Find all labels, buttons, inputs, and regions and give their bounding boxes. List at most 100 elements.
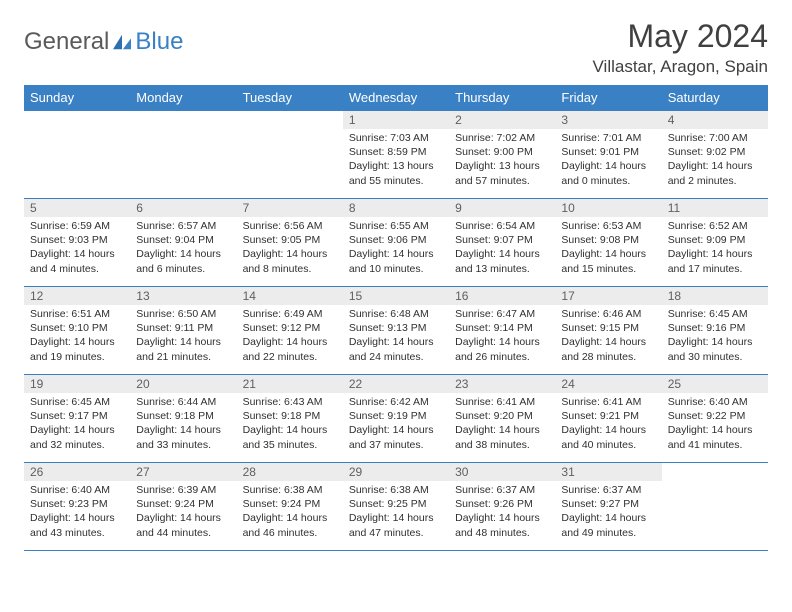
day-detail-line: Sunrise: 6:50 AM [136,307,230,321]
day-details: Sunrise: 6:39 AMSunset: 9:24 PMDaylight:… [130,481,236,544]
day-detail-line: and 6 minutes. [136,262,230,276]
day-detail-line: Sunset: 9:07 PM [455,233,549,247]
day-detail-line: Daylight: 14 hours [455,247,549,261]
day-detail-line: and 47 minutes. [349,526,443,540]
weekday-header: Monday [130,85,236,111]
calendar-day-cell: 19Sunrise: 6:45 AMSunset: 9:17 PMDayligh… [24,375,130,463]
day-detail-line: Daylight: 14 hours [561,423,655,437]
day-number: 17 [555,287,661,305]
day-detail-line: Daylight: 14 hours [136,511,230,525]
calendar-week-row: 26Sunrise: 6:40 AMSunset: 9:23 PMDayligh… [24,463,768,551]
day-detail-line: and 21 minutes. [136,350,230,364]
day-detail-line: Sunset: 9:19 PM [349,409,443,423]
day-detail-line: Sunrise: 6:46 AM [561,307,655,321]
calendar-day-cell: 20Sunrise: 6:44 AMSunset: 9:18 PMDayligh… [130,375,236,463]
day-detail-line: and 0 minutes. [561,174,655,188]
day-detail-line: Sunset: 9:08 PM [561,233,655,247]
logo-sail-icon [111,33,133,51]
day-detail-line: Daylight: 14 hours [30,423,124,437]
calendar-day-cell: 31Sunrise: 6:37 AMSunset: 9:27 PMDayligh… [555,463,661,551]
day-detail-line: and 2 minutes. [668,174,762,188]
weekday-header: Tuesday [237,85,343,111]
day-detail-line: Sunrise: 6:39 AM [136,483,230,497]
weekday-header: Sunday [24,85,130,111]
logo: General Blue [24,18,183,56]
calendar-table: Sunday Monday Tuesday Wednesday Thursday… [24,85,768,551]
day-details: Sunrise: 6:38 AMSunset: 9:25 PMDaylight:… [343,481,449,544]
calendar-day-cell: 24Sunrise: 6:41 AMSunset: 9:21 PMDayligh… [555,375,661,463]
day-detail-line: Sunrise: 6:42 AM [349,395,443,409]
day-number: 12 [24,287,130,305]
calendar-day-cell: 22Sunrise: 6:42 AMSunset: 9:19 PMDayligh… [343,375,449,463]
day-detail-line: and 28 minutes. [561,350,655,364]
day-detail-line: and 8 minutes. [243,262,337,276]
day-detail-line: Sunrise: 6:37 AM [455,483,549,497]
header: General Blue May 2024 Villastar, Aragon,… [24,18,768,77]
day-detail-line: Sunset: 9:24 PM [243,497,337,511]
day-number: 10 [555,199,661,217]
day-detail-line: and 32 minutes. [30,438,124,452]
day-number: 2 [449,111,555,129]
day-detail-line: Daylight: 14 hours [243,247,337,261]
day-number: 1 [343,111,449,129]
calendar-day-cell: 25Sunrise: 6:40 AMSunset: 9:22 PMDayligh… [662,375,768,463]
day-detail-line: Sunset: 9:18 PM [243,409,337,423]
day-details: Sunrise: 6:42 AMSunset: 9:19 PMDaylight:… [343,393,449,456]
day-detail-line: Sunset: 9:22 PM [668,409,762,423]
calendar-day-cell: 18Sunrise: 6:45 AMSunset: 9:16 PMDayligh… [662,287,768,375]
day-detail-line: and 44 minutes. [136,526,230,540]
day-detail-line: Daylight: 14 hours [561,159,655,173]
day-detail-line: Sunrise: 6:52 AM [668,219,762,233]
day-detail-line: Sunset: 9:00 PM [455,145,549,159]
calendar-week-row: 19Sunrise: 6:45 AMSunset: 9:17 PMDayligh… [24,375,768,463]
day-detail-line: and 17 minutes. [668,262,762,276]
day-number: 18 [662,287,768,305]
calendar-day-cell: 15Sunrise: 6:48 AMSunset: 9:13 PMDayligh… [343,287,449,375]
logo-text-blue: Blue [135,28,183,56]
day-detail-line: Sunrise: 6:44 AM [136,395,230,409]
day-detail-line: Daylight: 13 hours [455,159,549,173]
day-detail-line: Daylight: 14 hours [561,335,655,349]
day-detail-line: Sunset: 9:03 PM [30,233,124,247]
day-detail-line: Daylight: 14 hours [243,511,337,525]
day-details: Sunrise: 6:45 AMSunset: 9:17 PMDaylight:… [24,393,130,456]
day-detail-line: and 4 minutes. [30,262,124,276]
day-detail-line: Daylight: 14 hours [243,335,337,349]
day-detail-line: and 26 minutes. [455,350,549,364]
calendar-day-cell: 27Sunrise: 6:39 AMSunset: 9:24 PMDayligh… [130,463,236,551]
day-detail-line: Sunset: 9:20 PM [455,409,549,423]
day-detail-line: Daylight: 14 hours [30,247,124,261]
day-number: 30 [449,463,555,481]
calendar-day-cell: 8Sunrise: 6:55 AMSunset: 9:06 PMDaylight… [343,199,449,287]
day-detail-line: Sunset: 9:24 PM [136,497,230,511]
day-detail-line: Sunrise: 6:41 AM [455,395,549,409]
day-number: 20 [130,375,236,393]
day-detail-line: and 10 minutes. [349,262,443,276]
day-number: 31 [555,463,661,481]
day-detail-line: Sunset: 9:26 PM [455,497,549,511]
day-detail-line: and 24 minutes. [349,350,443,364]
calendar-day-cell: 3Sunrise: 7:01 AMSunset: 9:01 PMDaylight… [555,111,661,199]
day-detail-line: Daylight: 14 hours [136,423,230,437]
day-number: 13 [130,287,236,305]
day-detail-line: Sunset: 9:11 PM [136,321,230,335]
day-detail-line: Sunrise: 6:45 AM [30,395,124,409]
weekday-header: Thursday [449,85,555,111]
day-detail-line: Daylight: 14 hours [349,511,443,525]
day-detail-line: Sunrise: 6:38 AM [349,483,443,497]
day-detail-line: and 55 minutes. [349,174,443,188]
month-title: May 2024 [593,18,768,55]
day-number: 22 [343,375,449,393]
day-detail-line: Sunset: 9:02 PM [668,145,762,159]
day-number: 5 [24,199,130,217]
day-detail-line: Sunrise: 6:51 AM [30,307,124,321]
calendar-day-cell: 2Sunrise: 7:02 AMSunset: 9:00 PMDaylight… [449,111,555,199]
day-detail-line: Daylight: 14 hours [668,423,762,437]
day-number: 4 [662,111,768,129]
day-number: 3 [555,111,661,129]
calendar-day-cell: 4Sunrise: 7:00 AMSunset: 9:02 PMDaylight… [662,111,768,199]
day-details: Sunrise: 6:55 AMSunset: 9:06 PMDaylight:… [343,217,449,280]
calendar-day-cell: 1Sunrise: 7:03 AMSunset: 8:59 PMDaylight… [343,111,449,199]
day-number: 16 [449,287,555,305]
calendar-day-cell: 28Sunrise: 6:38 AMSunset: 9:24 PMDayligh… [237,463,343,551]
